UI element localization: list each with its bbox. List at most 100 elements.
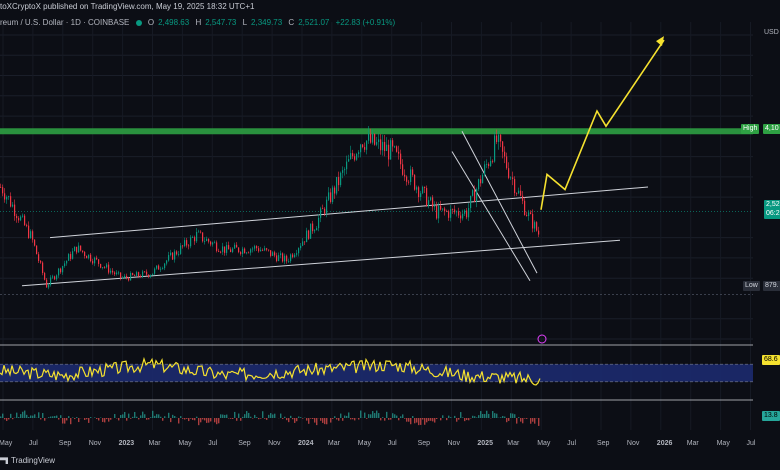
candle-body: [90, 254, 92, 262]
time-tick-label: Mar: [507, 440, 520, 447]
candle-body: [386, 144, 388, 151]
macd-bar: [334, 416, 336, 418]
macd-bar: [514, 414, 516, 418]
candle-body: [48, 284, 50, 288]
candle-body: [202, 232, 204, 242]
candle-body: [266, 248, 268, 250]
macd-bar: [178, 418, 180, 424]
time-tick-label: Sep: [597, 440, 610, 447]
macd-bar: [384, 418, 386, 421]
candle-body: [520, 190, 522, 196]
macd-bar: [486, 410, 488, 418]
macd-bar: [120, 415, 122, 418]
macd-bar: [86, 418, 88, 420]
macd-bar: [162, 418, 164, 421]
macd-bar: [400, 416, 402, 418]
candle-body: [2, 187, 4, 194]
macd-bar: [44, 418, 46, 421]
candle-body: [106, 264, 108, 268]
candle-body: [110, 270, 112, 273]
candle-body: [270, 250, 272, 256]
channel-lower-line: [21, 239, 621, 287]
macd-bar: [206, 418, 208, 423]
candle-body: [102, 267, 104, 268]
macd-bar: [238, 413, 240, 418]
macd-bar: [352, 418, 354, 420]
macd-bar: [500, 417, 502, 418]
symbol-title[interactable]: reum / U.S. Dollar · 1D · COINBASE: [0, 18, 130, 27]
candle-body: [264, 248, 266, 251]
candle-body: [292, 254, 294, 258]
candle-body: [364, 147, 366, 150]
macd-bar: [534, 418, 536, 424]
candle-body: [300, 245, 302, 249]
candle-body: [52, 276, 54, 278]
candle-body: [118, 272, 120, 274]
macd-bar: [320, 418, 322, 421]
candle-body: [530, 212, 532, 214]
macd-bar: [360, 410, 362, 418]
macd-bar: [170, 418, 172, 423]
footer-brand[interactable]: TradingView: [0, 456, 55, 465]
candle-body: [104, 267, 106, 268]
macd-bar: [250, 416, 252, 418]
macd-bar: [110, 418, 112, 420]
macd-bar: [476, 417, 478, 418]
macd-bar: [226, 414, 228, 418]
candle-body: [80, 245, 82, 251]
candle-body: [16, 215, 18, 219]
candle-body: [92, 261, 94, 264]
ohlc-low: 2,349.73: [251, 18, 283, 27]
macd-bar: [390, 418, 392, 420]
macd-bar: [272, 414, 274, 418]
macd-bar: [234, 411, 236, 418]
macd-bar: [98, 418, 100, 421]
candle-body: [328, 192, 330, 200]
macd-bar: [488, 413, 490, 418]
macd-bar: [396, 415, 398, 418]
macd-bar: [202, 418, 204, 420]
macd-bar: [246, 411, 248, 418]
candle-body: [376, 142, 378, 145]
candle-body: [144, 271, 146, 273]
macd-bar: [342, 418, 344, 421]
macd-value-badge: 13.8: [762, 411, 780, 421]
candle-body: [32, 231, 34, 240]
candle-body: [198, 231, 200, 233]
macd-bar: [190, 418, 192, 419]
candle-body: [124, 275, 126, 278]
candle-body: [488, 164, 490, 167]
macd-bar: [20, 414, 22, 418]
macd-bar: [322, 418, 324, 423]
macd-bar: [524, 418, 526, 419]
macd-bar: [140, 415, 142, 418]
candle-body: [78, 245, 80, 253]
candle-body: [406, 176, 408, 182]
time-tick-label: May: [717, 440, 731, 447]
candle-body: [216, 242, 218, 251]
candle-body: [486, 164, 488, 165]
candle-body: [490, 160, 492, 167]
candle-body: [184, 240, 186, 247]
candle-body: [526, 215, 528, 217]
time-tick-label: Jul: [388, 440, 397, 447]
candle-body: [164, 263, 166, 269]
macd-bar: [336, 418, 338, 420]
price-axis[interactable]: [753, 22, 780, 427]
candle-body: [500, 134, 502, 142]
macd-bar: [6, 418, 8, 421]
candle-body: [22, 215, 24, 217]
candle-body: [302, 241, 304, 246]
candle-body: [224, 246, 226, 253]
candle-body: [348, 159, 350, 162]
macd-bar: [474, 416, 476, 418]
macd-bar: [398, 418, 400, 421]
macd-bar: [440, 418, 442, 421]
macd-bar: [64, 418, 66, 424]
candle-body: [472, 190, 474, 196]
macd-bar: [232, 418, 234, 419]
brand-name: TradingView: [11, 456, 56, 465]
symbol-line: reum / U.S. Dollar · 1D · COINBASE O 2,49…: [0, 18, 399, 27]
currency-label[interactable]: USD: [762, 28, 780, 38]
